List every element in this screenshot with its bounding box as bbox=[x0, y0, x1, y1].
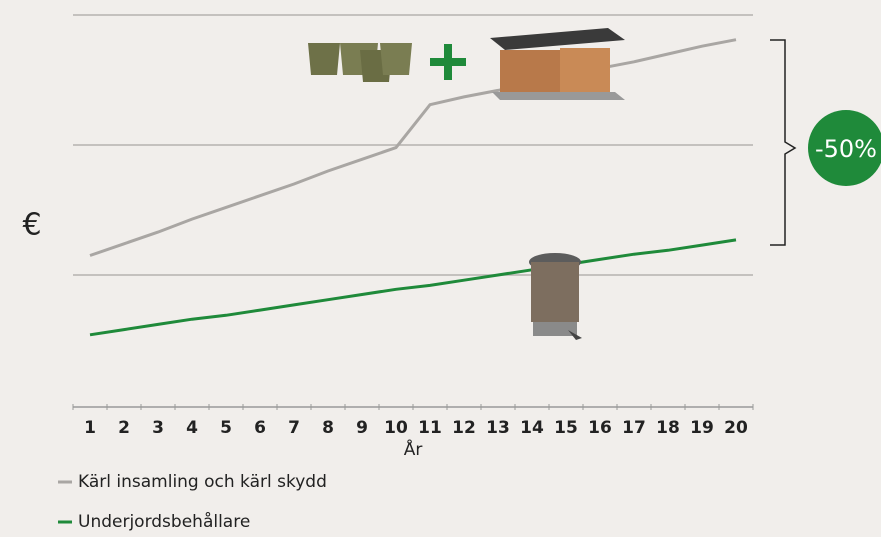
background bbox=[0, 0, 881, 537]
x-tick-label: 20 bbox=[724, 418, 748, 438]
x-axis-label: År bbox=[404, 438, 423, 460]
chart: € År -50% Kärl insamling och kärl skydd … bbox=[0, 0, 881, 537]
x-tick-label: 17 bbox=[622, 418, 646, 438]
x-tick-label: 12 bbox=[452, 418, 476, 438]
x-tick-label: 19 bbox=[690, 418, 714, 438]
y-axis-label: € bbox=[22, 208, 41, 243]
x-tick-label: 14 bbox=[520, 418, 544, 438]
x-tick-label: 11 bbox=[418, 418, 442, 438]
x-tick-label: 4 bbox=[186, 418, 198, 438]
x-tick-label: 15 bbox=[554, 418, 578, 438]
x-tick-label: 8 bbox=[322, 418, 334, 438]
x-tick-label: 1 bbox=[84, 418, 96, 438]
legend-label: Kärl insamling och kärl skydd bbox=[78, 472, 327, 492]
annotation: -50% bbox=[815, 135, 877, 163]
x-tick-label: 7 bbox=[288, 418, 300, 438]
x-tick-label: 10 bbox=[384, 418, 408, 438]
x-tick-label: 9 bbox=[356, 418, 368, 438]
x-tick-label: 3 bbox=[152, 418, 164, 438]
x-tick-label: 2 bbox=[118, 418, 130, 438]
x-tick-label: 16 bbox=[588, 418, 612, 438]
x-tick-label: 6 bbox=[254, 418, 266, 438]
legend-label: Underjordsbehållare bbox=[78, 511, 250, 532]
x-tick-label: 18 bbox=[656, 418, 680, 438]
x-tick-label: 13 bbox=[486, 418, 510, 438]
x-tick-label: 5 bbox=[220, 418, 232, 438]
bin-icon bbox=[529, 253, 582, 340]
shelter-icon bbox=[490, 28, 625, 100]
